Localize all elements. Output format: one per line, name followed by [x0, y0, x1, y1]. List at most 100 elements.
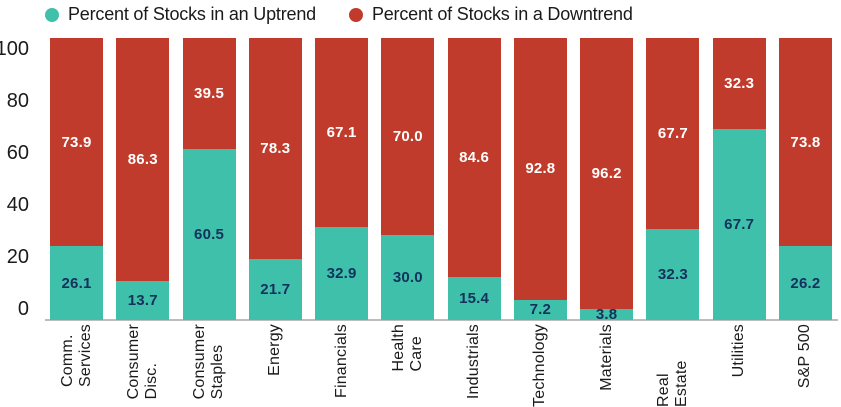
legend-label-downtrend: Percent of Stocks in a Downtrend	[371, 4, 633, 24]
downtrend-segment: 84.6	[447, 38, 501, 277]
downtrend-segment: 78.3	[248, 38, 302, 259]
uptrend-segment: 26.2	[778, 246, 832, 320]
uptrend-value-label: 30.0	[392, 269, 423, 287]
downtrend-segment: 70.0	[381, 38, 435, 236]
uptrend-segment: 32.9	[315, 227, 369, 320]
x-label-cell: Consumer Disc.	[116, 324, 169, 407]
uptrend-value-label: 13.7	[127, 292, 158, 310]
y-tick-100: 100	[0, 38, 29, 60]
uptrend-segment: 7.2	[513, 299, 567, 320]
category-label-materials: Materials	[597, 324, 615, 391]
downtrend-segment: 67.1	[315, 38, 369, 228]
downtrend-value-label: 78.3	[260, 139, 291, 157]
chart-legend: Percent of Stocks in an Uptrend Percent …	[45, 4, 633, 25]
downtrend-value-label: 96.2	[591, 165, 622, 183]
uptrend-value-label: 60.5	[194, 226, 225, 244]
category-label-industrials: Industrials	[465, 324, 483, 400]
downtrend-dot-icon	[348, 7, 363, 22]
bar-real-estate: 67.7 32.3	[646, 38, 700, 320]
uptrend-value-label: 3.8	[595, 306, 618, 324]
bar-technology: 92.8 7.2	[513, 38, 567, 320]
legend-item-uptrend: Percent of Stocks in an Uptrend	[45, 4, 316, 25]
downtrend-segment: 92.8	[513, 38, 567, 300]
bar-sp500: 73.8 26.2	[778, 38, 832, 320]
x-label-cell: Energy	[249, 324, 302, 407]
bars-area: 73.9 26.1 86.3 13.7 39.5 60.5 78.3 21.7 …	[45, 38, 838, 324]
downtrend-value-label: 73.9	[61, 133, 92, 151]
y-tick-40: 40	[6, 194, 29, 216]
y-axis: 100 80 60 40 20 0	[0, 38, 29, 320]
downtrend-value-label: 67.1	[326, 124, 357, 142]
category-label-consumer-staples: Consumer Staples	[191, 324, 227, 400]
downtrend-value-label: 70.0	[392, 128, 423, 146]
x-axis-line	[45, 319, 838, 321]
x-label-cell: Comm. Services	[50, 324, 103, 407]
category-label-health-care: Health Care	[389, 324, 425, 372]
category-label-technology: Technology	[531, 324, 549, 407]
y-tick-60: 60	[6, 142, 29, 164]
downtrend-segment: 96.2	[580, 38, 634, 310]
uptrend-value-label: 32.3	[657, 265, 688, 283]
bar-industrials: 84.6 15.4	[447, 38, 501, 320]
uptrend-segment: 3.8	[580, 306, 634, 324]
x-label-cell: Real Estate	[646, 324, 699, 407]
category-label-sp500: S&P 500	[796, 324, 814, 389]
uptrend-value-label: 15.4	[459, 289, 490, 307]
x-label-cell: S&P 500	[779, 324, 832, 407]
downtrend-segment: 39.5	[182, 38, 236, 150]
x-label-cell: Utilities	[713, 324, 766, 407]
y-tick-0: 0	[17, 298, 29, 320]
downtrend-value-label: 84.6	[459, 148, 490, 166]
uptrend-segment: 32.3	[646, 228, 700, 320]
bar-materials: 96.2 3.8	[580, 38, 634, 324]
category-label-utilities: Utilities	[730, 324, 748, 378]
bar-comm-services: 73.9 26.1	[50, 38, 103, 320]
downtrend-segment: 67.7	[646, 38, 700, 229]
uptrend-value-label: 67.7	[724, 216, 755, 234]
uptrend-segment: 15.4	[447, 276, 501, 320]
uptrend-dot-icon	[45, 7, 59, 22]
downtrend-value-label: 86.3	[127, 151, 158, 169]
legend-item-downtrend: Percent of Stocks in a Downtrend	[348, 4, 633, 25]
x-axis-labels: Comm. Services Consumer Disc. Consumer S…	[45, 324, 838, 407]
uptrend-value-label: 32.9	[326, 265, 357, 283]
uptrend-segment: 13.7	[116, 281, 170, 320]
downtrend-segment: 73.9	[50, 38, 103, 247]
bar-financials: 67.1 32.9	[315, 38, 369, 320]
x-label-cell: Consumer Staples	[183, 324, 236, 407]
uptrend-value-label: 21.7	[260, 280, 291, 298]
downtrend-segment: 73.8	[778, 38, 832, 247]
uptrend-value-label: 7.2	[529, 301, 552, 319]
downtrend-value-label: 67.7	[657, 124, 688, 142]
downtrend-value-label: 32.3	[724, 75, 755, 93]
uptrend-segment: 21.7	[248, 258, 302, 320]
x-label-cell: Health Care	[381, 324, 434, 407]
y-tick-80: 80	[6, 90, 29, 112]
bar-consumer-staples: 39.5 60.5	[182, 38, 236, 320]
x-label-cell: Materials	[580, 324, 633, 407]
downtrend-value-label: 73.8	[790, 133, 821, 151]
legend-label-uptrend: Percent of Stocks in an Uptrend	[68, 4, 316, 24]
category-label-comm-services: Comm. Services	[58, 324, 94, 387]
x-label-cell: Financials	[315, 324, 368, 407]
uptrend-segment: 26.1	[50, 246, 103, 320]
x-label-cell: Technology	[514, 324, 567, 407]
category-label-energy: Energy	[266, 324, 284, 376]
bar-energy: 78.3 21.7	[248, 38, 302, 320]
uptrend-value-label: 26.2	[790, 274, 821, 292]
uptrend-segment: 67.7	[712, 129, 766, 320]
uptrend-segment: 30.0	[381, 235, 435, 320]
uptrend-segment: 60.5	[182, 149, 236, 320]
category-label-financials: Financials	[332, 324, 350, 399]
category-label-consumer-disc: Consumer Disc.	[124, 324, 160, 400]
uptrend-value-label: 26.1	[61, 274, 92, 292]
x-label-cell: Industrials	[448, 324, 501, 407]
y-tick-20: 20	[6, 246, 29, 268]
bar-health-care: 70.0 30.0	[381, 38, 435, 320]
downtrend-segment: 32.3	[712, 38, 766, 130]
category-label-real-estate: Real Estate	[654, 360, 690, 407]
downtrend-segment: 86.3	[116, 38, 170, 282]
bar-utilities: 32.3 67.7	[712, 38, 766, 320]
downtrend-value-label: 92.8	[525, 160, 556, 178]
